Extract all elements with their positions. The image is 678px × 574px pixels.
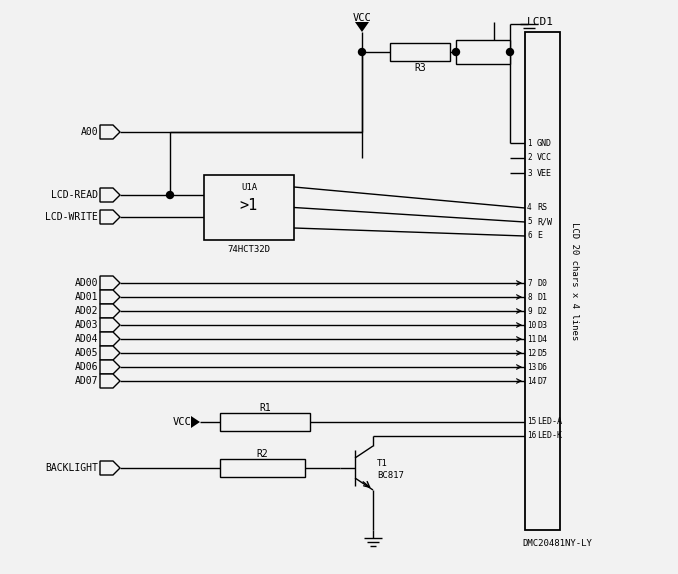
Polygon shape	[100, 276, 120, 290]
Polygon shape	[100, 332, 120, 346]
Text: D3: D3	[537, 321, 547, 331]
Text: LCD1: LCD1	[527, 17, 554, 27]
Text: DMC20481NY-LY: DMC20481NY-LY	[522, 540, 592, 549]
Circle shape	[359, 48, 365, 56]
Text: 5: 5	[527, 218, 532, 227]
Text: AD05: AD05	[75, 348, 98, 358]
Polygon shape	[100, 346, 120, 360]
Text: 7: 7	[527, 280, 532, 289]
Text: 3: 3	[527, 169, 532, 177]
Circle shape	[506, 48, 513, 56]
Text: LCD-READ: LCD-READ	[51, 190, 98, 200]
Circle shape	[167, 192, 174, 199]
Text: E: E	[537, 231, 542, 241]
Text: R/W: R/W	[537, 218, 552, 227]
Circle shape	[452, 48, 460, 56]
Bar	[525, 32, 560, 530]
Text: GND: GND	[537, 138, 552, 148]
Text: 6: 6	[527, 231, 532, 241]
Text: VCC: VCC	[353, 13, 372, 23]
Text: T1: T1	[377, 459, 388, 467]
Text: AD03: AD03	[75, 320, 98, 330]
Text: 4: 4	[527, 204, 532, 212]
Polygon shape	[100, 360, 120, 374]
Text: R2: R2	[257, 449, 268, 459]
Text: AD01: AD01	[75, 292, 98, 302]
Text: 9: 9	[527, 308, 532, 316]
Text: AD07: AD07	[75, 376, 98, 386]
Polygon shape	[100, 290, 120, 304]
Text: D2: D2	[537, 308, 547, 316]
Text: D6: D6	[537, 363, 547, 373]
Text: AD02: AD02	[75, 306, 98, 316]
Text: 11: 11	[527, 335, 536, 344]
Text: R1: R1	[259, 403, 271, 413]
Text: LCD 20 chars x 4 lines: LCD 20 chars x 4 lines	[570, 222, 578, 340]
Bar	[220, 413, 310, 431]
Text: VCC: VCC	[172, 417, 191, 427]
Text: R3: R3	[414, 63, 426, 73]
Text: 14: 14	[527, 378, 536, 386]
Text: D7: D7	[537, 378, 547, 386]
Polygon shape	[355, 22, 369, 32]
Text: D1: D1	[537, 293, 547, 302]
Polygon shape	[100, 318, 120, 332]
Text: VCC: VCC	[537, 153, 552, 162]
Text: LED-A: LED-A	[537, 417, 562, 426]
Polygon shape	[100, 461, 120, 475]
Text: AD06: AD06	[75, 362, 98, 372]
Text: VEE: VEE	[537, 169, 552, 177]
Text: 13: 13	[527, 363, 536, 373]
Text: LED-K: LED-K	[537, 432, 562, 440]
Text: D0: D0	[537, 280, 547, 289]
Polygon shape	[191, 416, 200, 428]
Polygon shape	[100, 304, 120, 318]
Bar	[390, 43, 450, 61]
Text: RS: RS	[537, 204, 547, 212]
Text: AD00: AD00	[75, 278, 98, 288]
Bar	[220, 459, 305, 477]
Text: U1A: U1A	[241, 183, 257, 192]
Text: D4: D4	[537, 335, 547, 344]
Text: 16: 16	[527, 432, 536, 440]
Text: A00: A00	[81, 127, 98, 137]
Text: 8: 8	[527, 293, 532, 302]
Text: BC817: BC817	[377, 471, 404, 480]
Text: AD04: AD04	[75, 334, 98, 344]
Text: 10: 10	[527, 321, 536, 331]
Text: 2: 2	[527, 153, 532, 162]
Text: >1: >1	[240, 197, 258, 212]
Text: 12: 12	[527, 350, 536, 359]
Polygon shape	[100, 374, 120, 388]
Text: BACKLIGHT: BACKLIGHT	[45, 463, 98, 473]
Polygon shape	[100, 210, 120, 224]
Text: D5: D5	[537, 350, 547, 359]
Text: 74HCT32D: 74HCT32D	[228, 246, 271, 254]
Bar	[456, 40, 510, 64]
Polygon shape	[100, 188, 120, 202]
Bar	[204, 175, 294, 240]
Text: 1: 1	[527, 138, 532, 148]
Polygon shape	[100, 125, 120, 139]
Text: LCD-WRITE: LCD-WRITE	[45, 212, 98, 222]
Text: 15: 15	[527, 417, 536, 426]
